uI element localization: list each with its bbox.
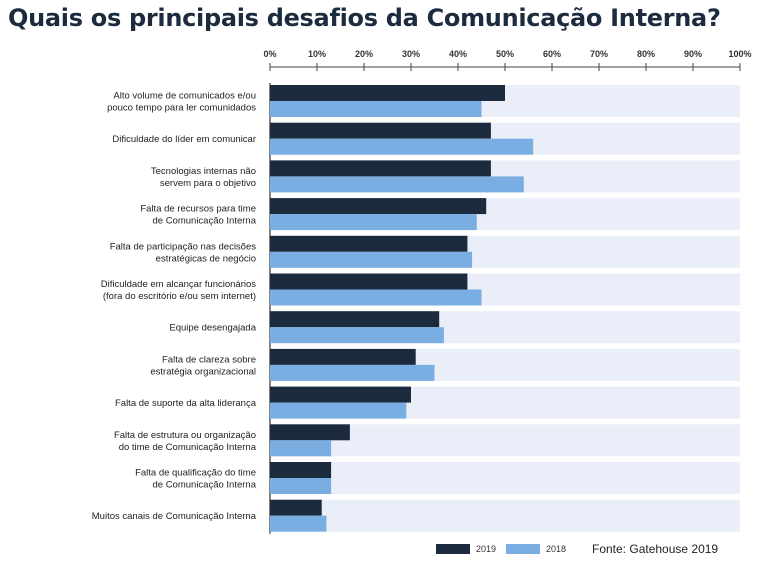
row-band: [270, 499, 740, 532]
category-label-line: pouco tempo para ler comunidados: [107, 103, 256, 114]
chart-title: Quais os principais desafios da Comunica…: [8, 4, 721, 32]
bar-2018: [270, 101, 482, 117]
bar-2019: [270, 273, 468, 290]
category-label-line: Muitos canais de Comunicação Interna: [92, 511, 257, 522]
category-label-line: Falta de suporte da alta liderança: [115, 398, 257, 409]
x-tick-label: 60%: [543, 49, 561, 59]
category-label: Muitos canais de Comunicação Interna: [92, 511, 257, 522]
x-tick-label: 10%: [308, 49, 326, 59]
bar-2018: [270, 289, 482, 306]
legend-swatch-2019: [436, 544, 470, 554]
bar-2019: [270, 348, 416, 365]
category-label: Falta de participação nas decisões estrat…: [110, 241, 257, 264]
category-label-line: Falta de estrutura ou organização: [114, 430, 256, 441]
legend-label-2019: 2019: [476, 544, 497, 554]
bar-2019: [270, 235, 468, 252]
category-label-line: de Comunicação Interna: [152, 216, 256, 227]
category-labels: Alto volume de comunicados e/ou pouco tem…: [92, 91, 257, 523]
bar-2019: [270, 198, 487, 215]
category-label-line: do time de Comunicação Interna: [119, 442, 257, 453]
x-axis: 0% 10% 20% 30% 40% 50% 60% 70% 80% 90% 100%: [263, 49, 752, 71]
category-label: Falta de suporte da alta liderança: [115, 398, 257, 409]
category-label-line: Dificuldade em alcançar funcionários: [101, 279, 256, 290]
bar-2019: [270, 85, 505, 101]
legend: 2019 2018: [436, 544, 576, 554]
bar-2019: [270, 311, 440, 328]
x-tick-label: 80%: [637, 49, 655, 59]
row-band: [270, 462, 740, 494]
source-note: Fonte: Gatehouse 2019: [592, 542, 719, 556]
bar-2019: [270, 462, 332, 478]
category-label-line: Tecnologias internas não: [151, 166, 256, 177]
category-label: Tecnologias internas não servem para o ob…: [151, 166, 256, 189]
category-label-line: Falta de recursos para time: [140, 204, 256, 215]
category-label: Alto volume de comunicados e/ou pouco tem…: [107, 91, 256, 114]
x-tick-label: 30%: [402, 49, 420, 59]
bar-2019: [270, 122, 491, 139]
category-label-line: estratégia organizacional: [150, 366, 256, 377]
bar-2018: [270, 138, 534, 155]
category-label: Dificuldade do líder em comunicar: [112, 134, 256, 145]
legend-label-2018: 2018: [546, 544, 567, 554]
bar-2018: [270, 515, 327, 532]
bar-2019: [270, 499, 322, 516]
bar-2018: [270, 214, 477, 231]
legend-item-2018: 2018: [506, 544, 566, 554]
bar-2019: [270, 424, 350, 441]
x-tick-label: 100%: [728, 49, 751, 59]
category-label: Falta de recursos para time de Comunicaçã…: [140, 204, 256, 227]
x-tick-label: 40%: [449, 49, 467, 59]
bar-2018: [270, 176, 524, 193]
category-label-line: Falta de participação nas decisões: [110, 241, 257, 252]
category-label: Falta de estrutura ou organização do time…: [114, 430, 257, 453]
category-label-line: servem para o objetivo: [160, 178, 256, 189]
bar-2018: [270, 251, 473, 268]
category-label: Falta de clareza sobre estratégia organiz…: [150, 354, 256, 377]
bar-2018: [270, 402, 407, 419]
category-label-line: Falta de clareza sobre: [162, 354, 256, 365]
x-tick-label: 70%: [590, 49, 608, 59]
bars: [270, 85, 534, 532]
bar-2018: [270, 364, 435, 381]
category-label-line: Alto volume de comunicados e/ou: [113, 91, 256, 102]
category-label-line: Falta de qualificação do time: [135, 468, 256, 479]
x-tick-label: 0%: [263, 49, 276, 59]
legend-swatch-2018: [506, 544, 541, 554]
category-label-line: Dificuldade do líder em comunicar: [112, 134, 256, 145]
category-label-line: estratégicas de negócio: [156, 253, 256, 264]
x-tick-label: 20%: [355, 49, 373, 59]
bar-2018: [270, 440, 332, 457]
x-tick-label: 90%: [684, 49, 702, 59]
category-label: Equipe desengajada: [169, 323, 256, 334]
category-label-line: de Comunicação Interna: [152, 480, 256, 491]
bar-2018: [270, 478, 332, 494]
x-tick-label: 50%: [496, 49, 514, 59]
bar-2019: [270, 386, 411, 403]
bar-2019: [270, 160, 491, 177]
legend-item-2019: 2019: [436, 544, 496, 554]
category-label: Falta de qualificação do time de Comunica…: [135, 468, 257, 491]
bar-2018: [270, 327, 444, 344]
category-label-line: (fora do escritório e/ou sem internet): [103, 291, 256, 302]
category-label: Dificuldade em alcançar funcionários (for…: [101, 279, 256, 302]
category-label-line: Equipe desengajada: [169, 323, 256, 334]
